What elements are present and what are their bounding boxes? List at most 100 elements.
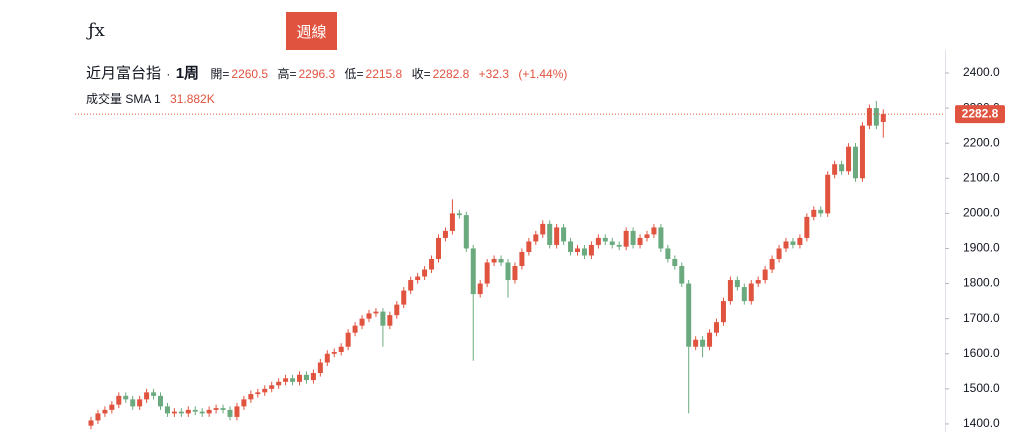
candle-body — [102, 409, 108, 414]
candle-body — [429, 258, 435, 270]
candle-body — [651, 227, 657, 235]
candle-body — [561, 227, 567, 242]
candle-body — [540, 223, 546, 235]
candle-body — [241, 399, 247, 407]
candle-body — [151, 392, 157, 396]
indicator-button[interactable]: ƒx — [88, 20, 105, 41]
candle-body — [727, 280, 733, 302]
candle-body — [832, 164, 838, 175]
candle-body — [769, 258, 775, 270]
y-tick-label: 1400.0 — [963, 416, 1000, 430]
candle-body — [415, 276, 421, 281]
candle-body — [192, 409, 198, 412]
candle-body — [366, 313, 372, 319]
candle-body — [616, 244, 622, 247]
ohlc-label: 高= — [277, 67, 297, 81]
candle-body — [609, 241, 615, 245]
candle-body — [491, 258, 497, 263]
candle-body — [449, 213, 455, 231]
candle-body — [303, 374, 309, 381]
candle-body — [317, 362, 323, 374]
candle-body — [783, 241, 789, 249]
ohlc-value: 2260.5 — [231, 67, 269, 81]
y-tick-label: 2100.0 — [963, 170, 1000, 184]
candle-body — [178, 411, 184, 414]
candle-body — [158, 395, 163, 407]
ohlc-value: 2282.8 — [432, 67, 470, 81]
candle-body — [665, 248, 671, 259]
candle-body — [290, 378, 296, 382]
last-price-tag — [955, 105, 1005, 124]
candle-body — [359, 318, 365, 326]
candle-body — [95, 413, 101, 421]
last-price-label: 2282.8 — [962, 106, 999, 120]
volume-legend: 成交量 SMA 1 31.882K — [86, 90, 215, 107]
candle-body — [804, 216, 810, 238]
candle-body — [484, 262, 490, 284]
candle-body — [679, 266, 685, 284]
candle-body — [185, 409, 191, 414]
y-tick-label: 2200.0 — [963, 135, 1000, 149]
ohlc-label: 開= — [210, 67, 230, 81]
candle-body — [623, 230, 629, 247]
candle-body — [568, 241, 574, 252]
candle-body — [213, 408, 219, 410]
candle-body — [276, 381, 282, 386]
y-tick-label: 1900.0 — [963, 241, 1000, 255]
candle-body — [373, 311, 379, 314]
candle-body — [859, 125, 865, 179]
candle-body — [818, 209, 824, 214]
candle-body — [456, 213, 462, 216]
candle-body — [866, 108, 872, 126]
candle-body — [248, 394, 254, 400]
candle-body — [825, 174, 831, 214]
candle-body — [554, 227, 560, 245]
candle-body — [297, 374, 302, 382]
candle-body — [588, 244, 594, 256]
separator: · — [166, 67, 171, 81]
candle-body — [442, 230, 448, 238]
candle-body — [734, 280, 740, 288]
candle-body — [171, 411, 177, 414]
legend: 近月富台指 · 1周 開= 2260.5 高= 2296.3 低= 2215.8 收=… — [86, 62, 573, 83]
y-tick-label: 2000.0 — [963, 206, 1000, 220]
candle-body — [686, 283, 692, 347]
candle-body — [130, 399, 136, 407]
candle-body — [255, 392, 261, 395]
candle-body — [846, 146, 852, 172]
candle-body — [547, 223, 553, 245]
candle-body — [581, 248, 587, 256]
ohlc-label: 收= — [411, 67, 431, 81]
candle-body — [533, 234, 539, 242]
candle-body — [310, 373, 316, 381]
candle-body — [658, 227, 664, 249]
candle-body — [880, 114, 886, 122]
candle-body — [262, 388, 268, 393]
candle-body — [109, 404, 115, 410]
candle-body — [644, 234, 650, 238]
candle-body — [797, 237, 803, 245]
candle-body — [164, 406, 170, 414]
candle-body — [790, 241, 796, 245]
candle-body — [227, 409, 233, 417]
ohlc-label: 低= — [344, 67, 364, 81]
interval-button[interactable]: 週線 — [286, 12, 337, 50]
candle-body — [331, 351, 337, 354]
candle-body — [88, 420, 94, 426]
candle-body — [839, 164, 845, 172]
change: +32.3 — [478, 67, 510, 81]
candle-body — [498, 258, 504, 263]
candle-body — [512, 266, 518, 281]
y-tick-label: 2400.0 — [963, 65, 1000, 79]
candle-body — [408, 280, 414, 291]
candle-body — [123, 395, 129, 400]
candle-body — [811, 209, 817, 217]
candle-body — [380, 311, 386, 326]
candle-body — [748, 283, 754, 302]
candle-body — [144, 392, 150, 400]
candle-body — [853, 146, 858, 179]
candle-body — [338, 346, 344, 352]
candle-body — [352, 325, 358, 333]
